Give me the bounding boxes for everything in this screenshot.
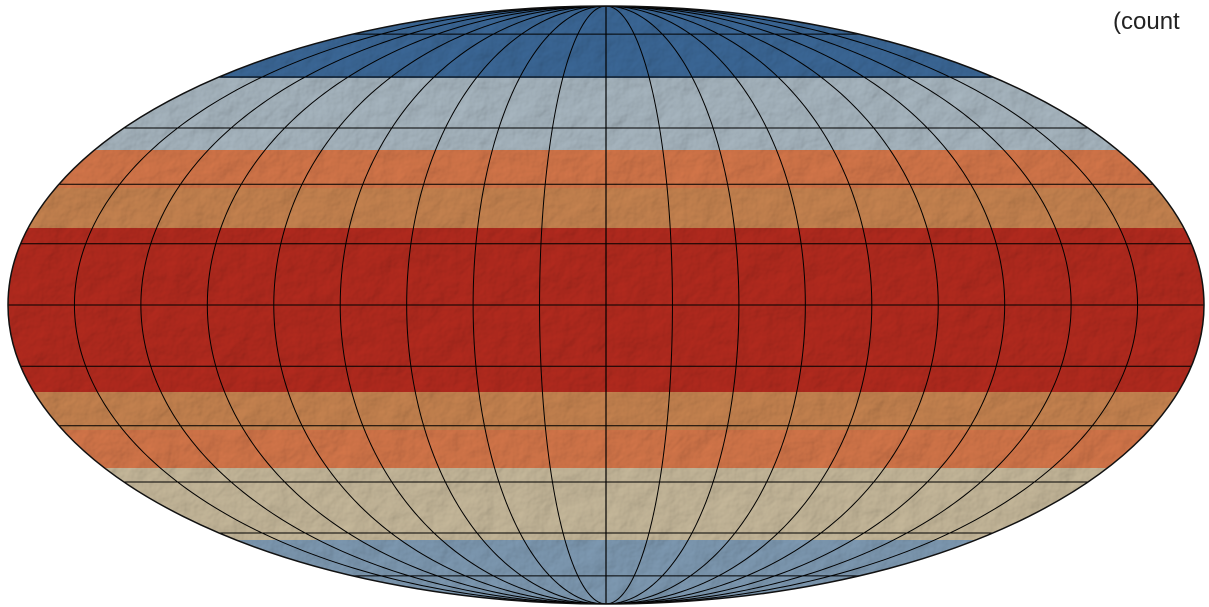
map-outline	[7, 5, 1205, 605]
colorbar-label: (count	[1113, 8, 1180, 35]
graticule	[8, 6, 1204, 604]
